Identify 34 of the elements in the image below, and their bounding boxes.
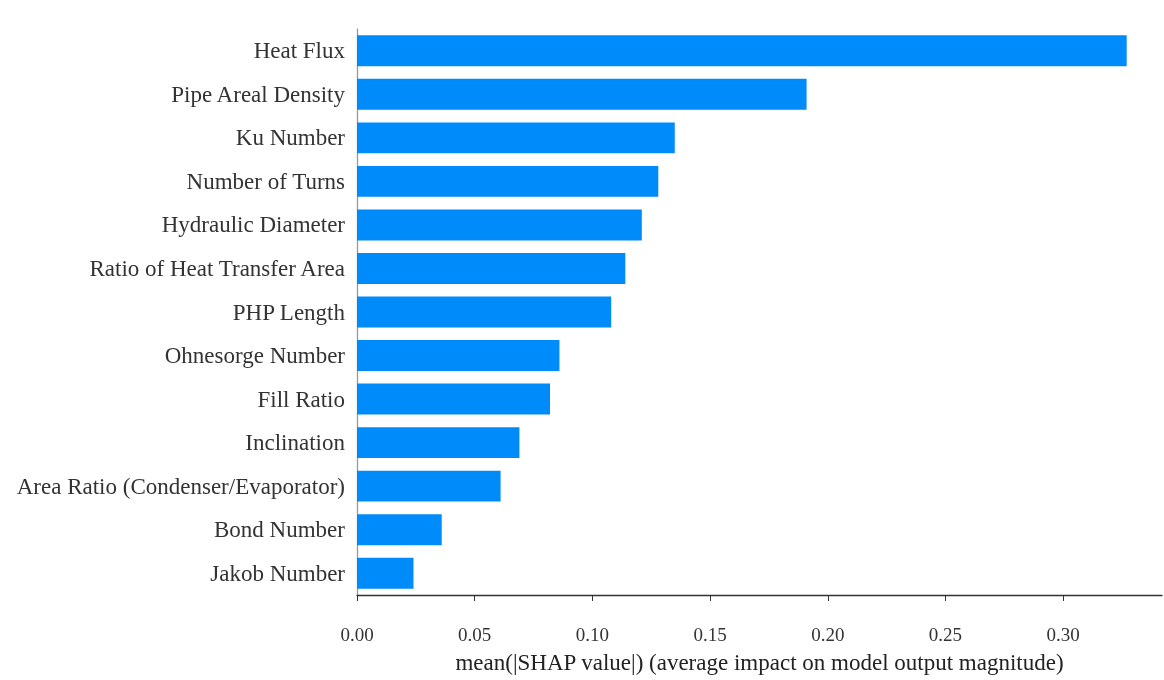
bar bbox=[357, 557, 414, 589]
y-tick-label: Number of Turns bbox=[186, 168, 346, 194]
x-tick-label: 0.05 bbox=[458, 624, 492, 645]
bar bbox=[357, 78, 807, 110]
x-tick-label: 0.00 bbox=[340, 624, 374, 645]
bar bbox=[357, 340, 560, 371]
y-tick-label: Ratio of Heat Transfer Area bbox=[89, 255, 345, 281]
y-tick-label: Bond Number bbox=[214, 517, 346, 543]
bar bbox=[357, 383, 551, 415]
bar bbox=[357, 165, 659, 197]
y-tick-label: Hydraulic Diameter bbox=[161, 212, 346, 238]
bar bbox=[357, 470, 501, 502]
bar bbox=[357, 253, 626, 284]
x-tick-label: 0.25 bbox=[928, 624, 963, 645]
x-tick-label: 0.10 bbox=[575, 624, 610, 645]
bar bbox=[357, 35, 1127, 67]
x-tick-label: 0.30 bbox=[1046, 624, 1080, 645]
bar bbox=[357, 296, 612, 328]
y-tick-label: Fill Ratio bbox=[257, 386, 345, 412]
y-tick-label: Ku Number bbox=[235, 125, 346, 151]
bar bbox=[357, 514, 442, 546]
y-tick-label: Jakob Number bbox=[210, 560, 346, 586]
x-tick-label: 0.15 bbox=[693, 624, 727, 645]
bar bbox=[357, 122, 675, 154]
y-tick-label: Inclination bbox=[245, 430, 346, 456]
y-tick-label: Heat Flux bbox=[253, 38, 346, 64]
bar bbox=[357, 427, 520, 459]
bar bbox=[357, 209, 642, 241]
y-tick-label: Ohnesorge Number bbox=[164, 343, 346, 369]
y-tick-label: Area Ratio (Condenser/Evaporator) bbox=[16, 473, 345, 499]
x-tick-label: 0.20 bbox=[811, 624, 845, 645]
y-tick-label: PHP Length bbox=[232, 299, 346, 325]
y-tick-label: Pipe Areal Density bbox=[171, 81, 346, 107]
x-axis-title: mean(|SHAP value|) (average impact on model output magnitude) bbox=[455, 650, 1064, 675]
